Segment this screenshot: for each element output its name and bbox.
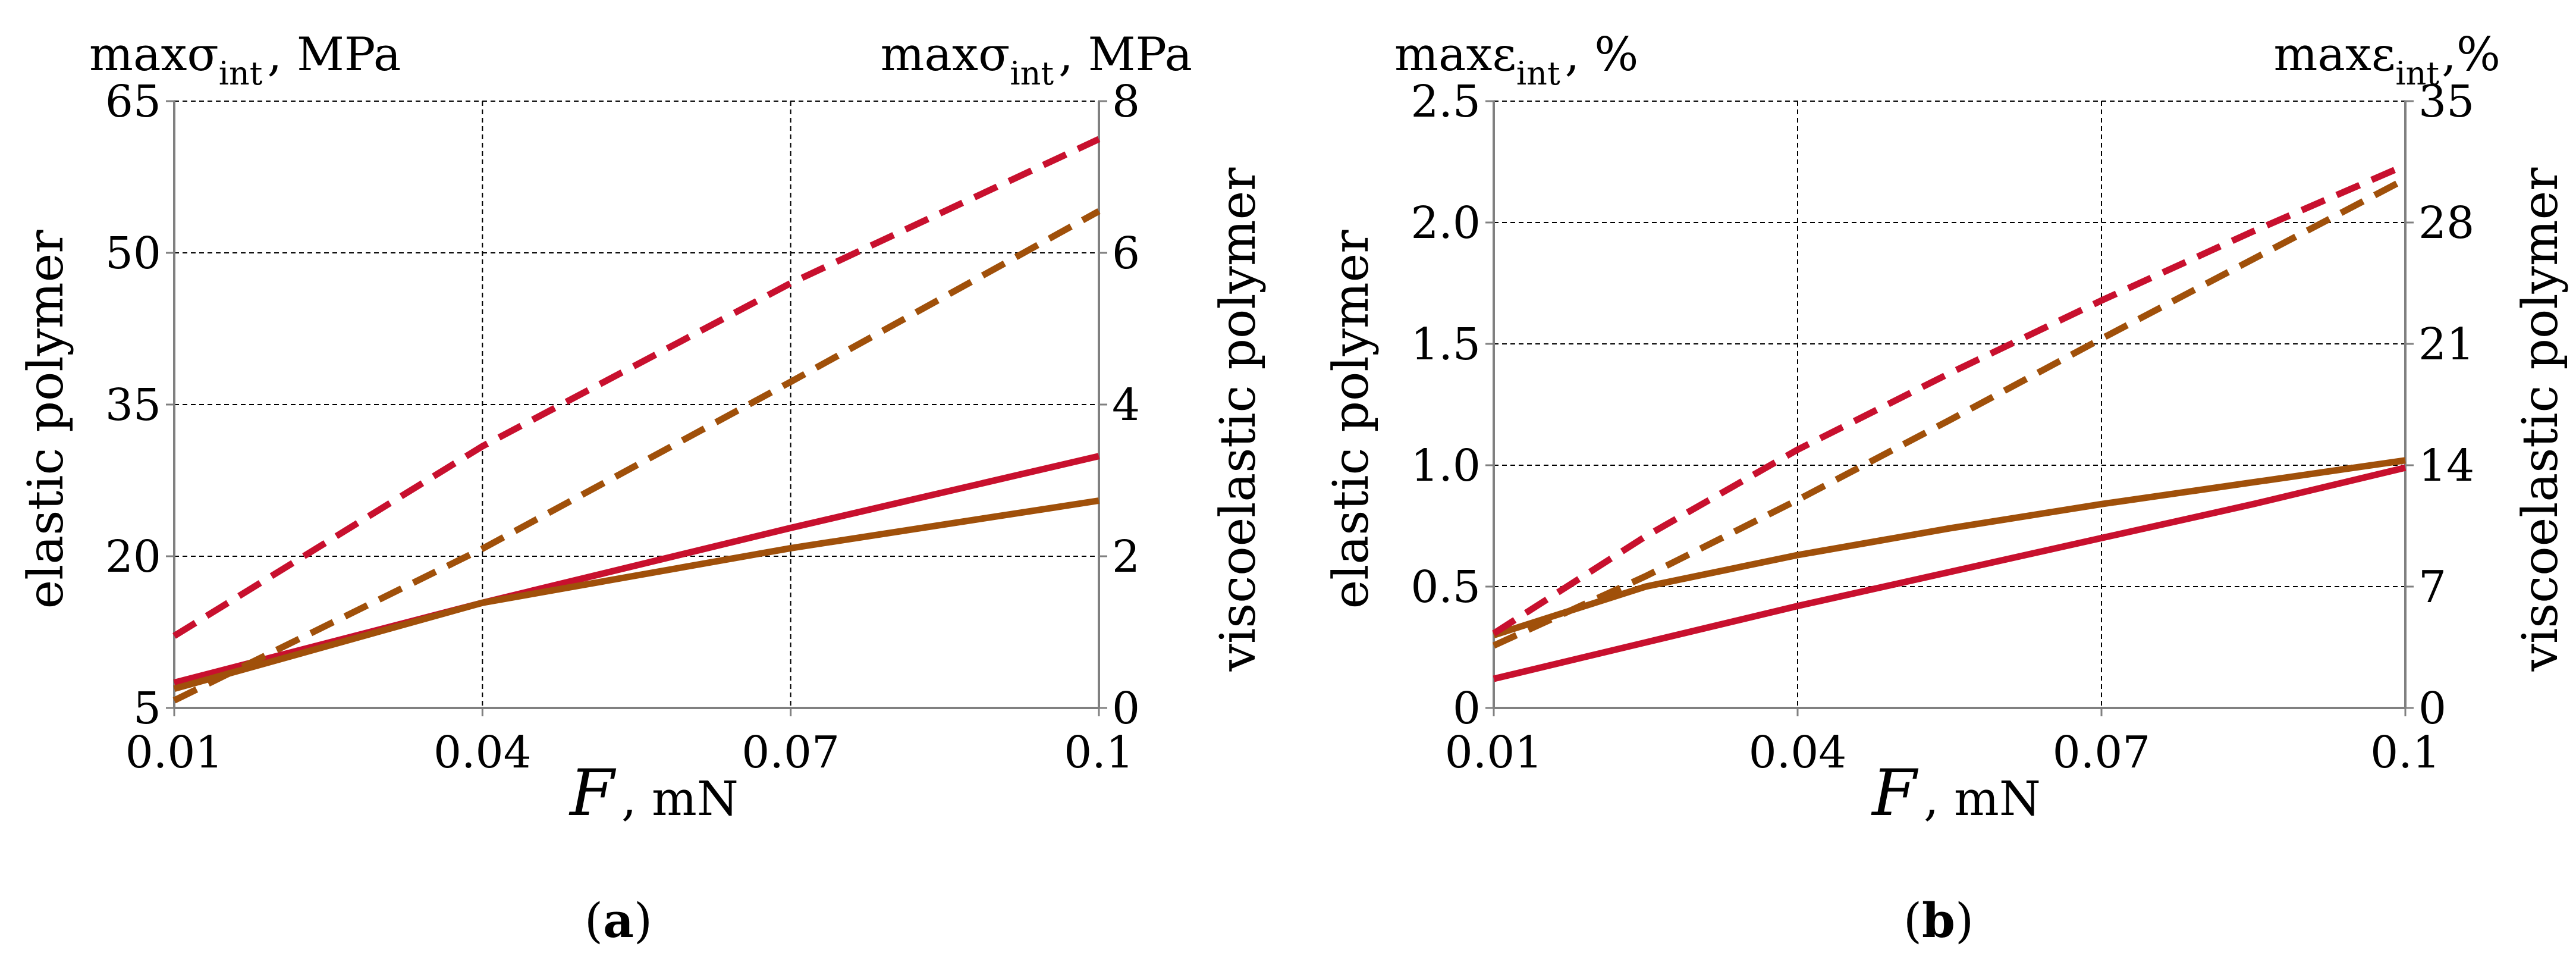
right-axis-title-prefix: max (881, 28, 978, 82)
x-tick-label: 0.07 (742, 727, 840, 778)
series-line-left-brown-solid (173, 497, 1099, 692)
panel-label: (a) (585, 892, 652, 948)
series-group (1492, 162, 2407, 682)
left-axis-subscript: int (219, 55, 263, 92)
ticks: 5 20 35 50 65 0 2 4 6 8 0.01 0.04 0.07 0.1 (105, 76, 1140, 778)
left-tick-label: 1.0 (1410, 440, 1481, 491)
left-tick-label: 2.0 (1410, 198, 1481, 249)
right-axis-symbol: σ (978, 28, 1010, 82)
right-tick-label: 35 (2418, 76, 2474, 127)
series-line-right-red-dashed (1492, 162, 2407, 637)
left-axis-title: maxσint, MPa (89, 28, 401, 92)
left-side-label: elastic polymer (18, 230, 74, 609)
x-axis-symbol: F (1871, 756, 1919, 831)
left-axis-symbol: ε (1492, 28, 1516, 82)
right-tick-label: 4 (1112, 380, 1140, 431)
x-tick-label: 0.1 (2370, 727, 2440, 778)
left-axis-unit: , MPa (267, 28, 401, 82)
x-tick-label: 0.07 (2053, 727, 2151, 778)
right-axis-subscript: int (2395, 55, 2439, 92)
right-axis-unit: ,% (2442, 28, 2500, 82)
series-line-left-brown-solid (1493, 457, 2406, 638)
x-axis-unit: , mN (1924, 771, 2041, 826)
x-axis-unit: , mN (621, 771, 739, 826)
left-tick-label: 50 (105, 228, 161, 279)
left-axis-title-prefix: max (89, 28, 187, 82)
right-side-label: viscoelastic polymer (1210, 167, 1267, 672)
x-tick-label: 0.1 (1064, 727, 1134, 778)
panel-letter: a (603, 892, 634, 948)
x-tick-label: 0.04 (1749, 727, 1847, 778)
panel-letter: b (1922, 892, 1955, 948)
series-line-left-red-solid (1493, 464, 2407, 682)
left-axis-unit: , % (1565, 28, 1639, 82)
panel-label: (b) (1903, 892, 1974, 948)
series-line-right-red-dashed (172, 136, 1101, 639)
series-line-right-brown-dashed (1492, 176, 2407, 649)
right-tick-label: 8 (1112, 76, 1140, 127)
x-axis-title: F, mN (1871, 756, 2041, 831)
x-axis-title: F, mN (568, 756, 739, 831)
x-tick-label: 0.01 (125, 727, 224, 778)
grid (1493, 101, 2407, 709)
right-axis-subscript: int (1010, 55, 1054, 92)
left-tick-label: 5 (133, 683, 161, 734)
right-tick-label: 0 (1112, 683, 1140, 734)
right-tick-label: 7 (2418, 562, 2446, 613)
left-tick-label: 20 (105, 531, 161, 582)
right-axis-symbol: ε (2371, 28, 2395, 82)
right-tick-label: 28 (2418, 198, 2474, 249)
left-tick-label: 2.5 (1410, 76, 1481, 127)
right-side-label: viscoelastic polymer (2512, 167, 2569, 672)
left-tick-label: 35 (105, 380, 161, 431)
grid (173, 101, 1100, 709)
left-axis-title-prefix: max (1394, 28, 1492, 82)
left-axis-title: maxεint, % (1394, 28, 1638, 92)
series-line-right-brown-dashed (172, 208, 1101, 704)
x-tick-label: 0.04 (433, 727, 532, 778)
right-axis-title: maxσint, MPa (881, 28, 1192, 92)
ticks: 0 0.5 1.0 1.5 2.0 2.5 0 7 14 21 28 35 0.01 0.04 0.07 0.… (1410, 76, 2474, 778)
panel-b: 0 0.5 1.0 1.5 2.0 2.5 0 7 14 21 28 35 0.01 0.04 0.07 0.… (1323, 28, 2569, 948)
right-tick-label: 14 (2418, 440, 2474, 491)
right-tick-label: 21 (2418, 319, 2474, 370)
series-group (172, 136, 1101, 704)
right-axis-title-prefix: max (2273, 28, 2371, 82)
right-axis-title: maxεint,% (2273, 28, 2500, 92)
right-tick-label: 0 (2418, 683, 2446, 734)
left-tick-label: 65 (105, 76, 161, 127)
left-axis-subscript: int (1516, 55, 1560, 92)
right-tick-label: 2 (1112, 531, 1140, 582)
left-tick-label: 1.5 (1410, 319, 1481, 370)
x-tick-label: 0.01 (1445, 727, 1543, 778)
right-axis-unit: , MPa (1058, 28, 1192, 82)
x-axis-symbol: F (568, 756, 617, 831)
left-tick-label: 0.5 (1410, 562, 1481, 613)
left-axis-symbol: σ (187, 28, 218, 82)
left-tick-label: 0 (1453, 683, 1481, 734)
left-side-label: elastic polymer (1323, 230, 1380, 609)
right-tick-label: 6 (1112, 228, 1140, 279)
